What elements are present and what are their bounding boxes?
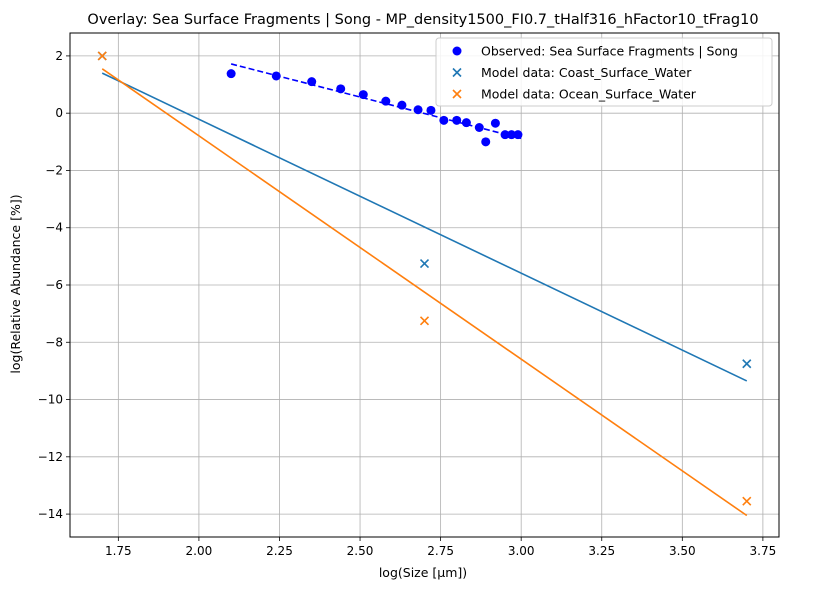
data-point-series-0 <box>474 123 484 132</box>
x-marker-stroke <box>452 89 462 99</box>
data-point-series-0 <box>358 90 368 100</box>
legend-box <box>435 37 773 107</box>
data-point-series-0 <box>500 130 510 140</box>
x-marker-stroke <box>742 496 752 506</box>
y-tick-label: −10 <box>38 393 63 407</box>
data-point-series-0 <box>452 115 462 125</box>
y-tick-label: 2 <box>55 49 63 63</box>
x-marker-stroke <box>97 51 107 61</box>
data-points <box>97 51 752 506</box>
y-tick-label: −8 <box>45 335 63 349</box>
data-point-series-2 <box>419 316 430 326</box>
y-tick-label: −4 <box>45 221 63 235</box>
x-marker-stroke <box>419 316 430 326</box>
x-tick-label: 3.75 <box>750 544 777 558</box>
data-point-series-0 <box>381 96 391 106</box>
data-point-series-0 <box>307 77 317 87</box>
data-point-series-0 <box>271 71 281 81</box>
data-point-series-0 <box>336 84 346 94</box>
x-marker-stroke <box>452 67 462 78</box>
x-tick-label: 2.75 <box>427 544 454 558</box>
data-point-series-0 <box>461 118 471 128</box>
data-point-series-1 <box>742 359 752 369</box>
fit-line-series-1 <box>101 72 748 382</box>
y-tick-label: 0 <box>55 106 63 120</box>
x-marker-stroke <box>419 258 430 269</box>
data-point-series-0 <box>397 100 407 110</box>
data-point-series-1 <box>419 258 430 269</box>
y-axis-ticks: 2 0 −2 −4 −6 −8 −10 −12 −14 <box>38 49 70 521</box>
y-tick-label: −12 <box>38 450 63 464</box>
data-point-series-0 <box>490 118 500 128</box>
legend-marker-2 <box>452 89 462 99</box>
x-axis-label: log(Size [μm]) <box>379 565 467 580</box>
x-tick-label: 3.00 <box>508 544 535 558</box>
fit-line-series-2 <box>101 68 748 517</box>
data-point-series-0 <box>426 105 436 115</box>
y-tick-label: −14 <box>38 507 63 521</box>
data-point-series-2 <box>97 51 107 61</box>
x-tick-label: 3.25 <box>588 544 615 558</box>
data-point-series-0 <box>413 105 423 115</box>
data-point-series-2 <box>742 496 752 506</box>
x-axis-ticks: 1.75 2.00 2.25 2.50 2.75 3.00 3.25 3.50 3.75 <box>105 537 776 558</box>
legend-marker-1 <box>452 67 462 78</box>
y-tick-label: −2 <box>45 163 63 177</box>
x-tick-label: 2.00 <box>186 544 213 558</box>
legend-marker-0 <box>452 46 462 56</box>
x-tick-label: 2.25 <box>266 544 293 558</box>
x-tick-label: 1.75 <box>105 544 132 558</box>
y-axis-label: log(Relative Abundance [%]) <box>8 194 23 373</box>
data-point-series-0 <box>439 115 449 125</box>
legend: Observed: Sea Surface Fragments | Song Mo… <box>435 37 773 107</box>
data-point-series-0 <box>507 130 517 140</box>
legend-label-1: Model data: Coast_Surface_Water <box>481 65 692 80</box>
legend-label-2: Model data: Ocean_Surface_Water <box>481 87 697 102</box>
data-point-series-0 <box>481 137 491 147</box>
legend-label-0: Observed: Sea Surface Fragments | Song <box>481 44 738 59</box>
data-point-series-0 <box>226 69 236 79</box>
y-tick-label: −6 <box>45 278 63 292</box>
data-point-series-0 <box>513 130 523 140</box>
x-marker-stroke <box>742 359 752 369</box>
x-tick-label: 2.50 <box>347 544 374 558</box>
chart-title: Overlay: Sea Surface Fragments | Song - … <box>87 12 758 28</box>
x-tick-label: 3.50 <box>669 544 696 558</box>
